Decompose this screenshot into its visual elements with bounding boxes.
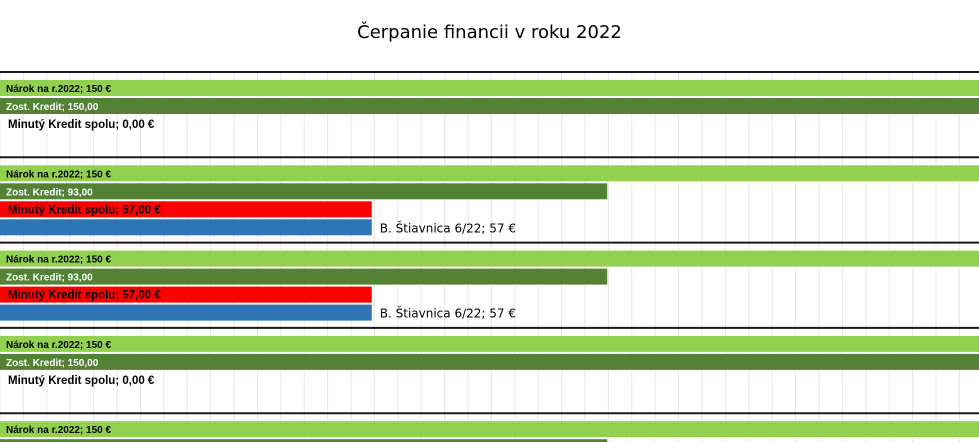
minuty-bar [0,286,372,303]
narok-label: Nárok na r.2022; 150 € [6,425,112,436]
zost-label: Zost. Kredit; 93,00 [6,187,93,198]
zost-bar [0,439,608,442]
narok-bar [0,165,979,182]
zost-label: Zost. Kredit; 93,00 [6,273,93,284]
zost-bar [0,98,979,114]
zost-label: Zost. Kredit; 150,00 [6,102,99,113]
chart-title: Čerpanie financii v roku 2022 [357,22,622,43]
usage-bar [0,219,372,236]
narok-bar [0,80,979,96]
zost-bar [0,268,608,285]
minuty-label: Minutý Kredit spolu; 57,00 € [8,204,161,216]
usage-bar [0,304,372,321]
usage-annotation: B. Štiavnica 6/22; 57 € [380,306,516,321]
usage-annotation: B. Štiavnica 6/22; 57 € [380,220,516,235]
narok-bar [0,250,979,267]
zost-label: Zost. Kredit; 150,00 [6,358,99,369]
zost-bar [0,353,979,370]
narok-bar [0,421,979,438]
narok-label: Nárok na r.2022; 150 € [6,84,112,95]
minuty-label: Minutý Kredit spolu; 0,00 € [8,119,155,131]
minuty-bar [0,201,372,218]
zost-bar [0,183,608,200]
minuty-label: Minutý Kredit spolu; 57,00 € [8,290,161,302]
narok-bar [0,335,979,352]
narok-label: Nárok na r.2022; 150 € [6,169,112,180]
narok-label: Nárok na r.2022; 150 € [6,340,112,351]
narok-label: Nárok na r.2022; 150 € [6,255,112,266]
minuty-label: Minutý Kredit spolu; 0,00 € [8,375,155,387]
